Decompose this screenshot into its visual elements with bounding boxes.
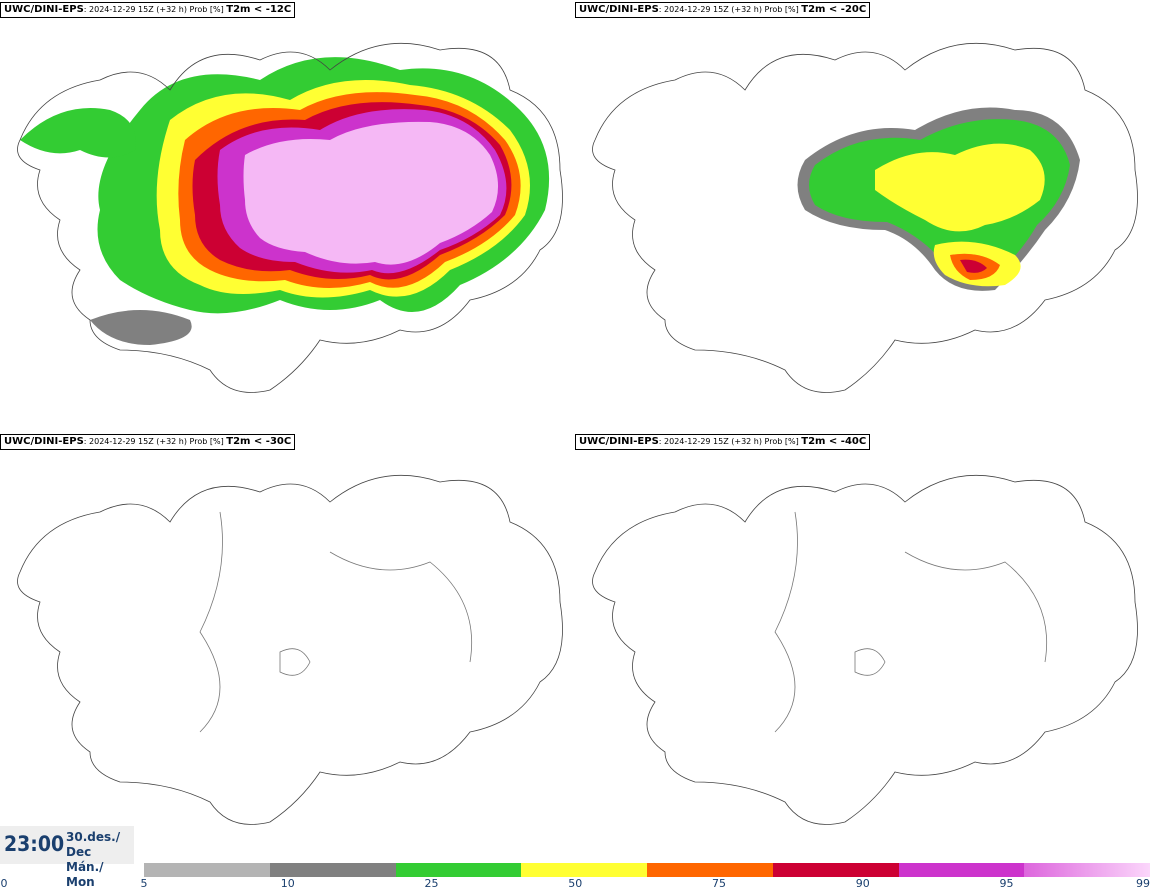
colorbar-tick-label: 0: [0, 877, 8, 890]
panel-label: UWC/DINI-EPS: 2024-12-29 15Z (+32 h) Pro…: [0, 434, 296, 450]
colorbar-segment: [144, 863, 270, 877]
colorbar-segment: [1024, 863, 1150, 877]
colorbar-tick-label: 75: [712, 877, 726, 890]
coastline: [17, 42, 563, 393]
colorbar-segment: [647, 863, 773, 877]
panel-label: UWC/DINI-EPS: 2024-12-29 15Z (+32 h) Pro…: [0, 2, 296, 18]
colorbar-tick-label: 50: [568, 877, 583, 890]
iceland-map: [17, 474, 563, 825]
panel-t2m-12c: UWC/DINI-EPS: 2024-12-29 15Z (+32 h) Pro…: [0, 0, 575, 430]
valid-time: 23:00: [4, 832, 65, 856]
panel-t2m-40c: UWC/DINI-EPS: 2024-12-29 15Z (+32 h) Pro…: [575, 432, 1150, 862]
iceland-map: [592, 474, 1138, 825]
valid-date: 30.des./ Dec Mán./ Mon: [66, 830, 121, 889]
colorbar-segment: [269, 863, 396, 877]
colorbar-tick-label: 90: [855, 877, 870, 890]
panel-t2m-20c: UWC/DINI-EPS: 2024-12-29 15Z (+32 h) Pro…: [575, 0, 1150, 430]
probability-fill: [20, 57, 550, 345]
colorbar: [144, 863, 1150, 877]
iceland-map: [17, 42, 563, 393]
colorbar-segment: [772, 863, 899, 877]
valid-time-box: 23:00 30.des./ Dec Mán./ Mon: [0, 826, 134, 889]
coastline: [17, 474, 563, 825]
probability-fill: [797, 107, 1080, 291]
colorbar-segment: [898, 863, 1025, 877]
iceland-map: [592, 42, 1138, 393]
colorbar-tick-label: 10: [280, 877, 295, 890]
colorbar-segment: [395, 863, 522, 877]
colorbar-tick-label: 95: [999, 877, 1014, 890]
coastline: [592, 474, 1138, 825]
colorbar-segment: [521, 863, 647, 877]
coastline: [592, 42, 1138, 393]
colorbar-tick-label: 5: [140, 877, 148, 890]
colorbar-tick-label: 25: [424, 877, 439, 890]
panel-label: UWC/DINI-EPS: 2024-12-29 15Z (+32 h) Pro…: [575, 434, 871, 450]
panel-label: UWC/DINI-EPS: 2024-12-29 15Z (+32 h) Pro…: [575, 2, 871, 18]
colorbar-tick-label: 99: [1136, 877, 1150, 890]
panel-t2m-30c: UWC/DINI-EPS: 2024-12-29 15Z (+32 h) Pro…: [0, 432, 575, 862]
